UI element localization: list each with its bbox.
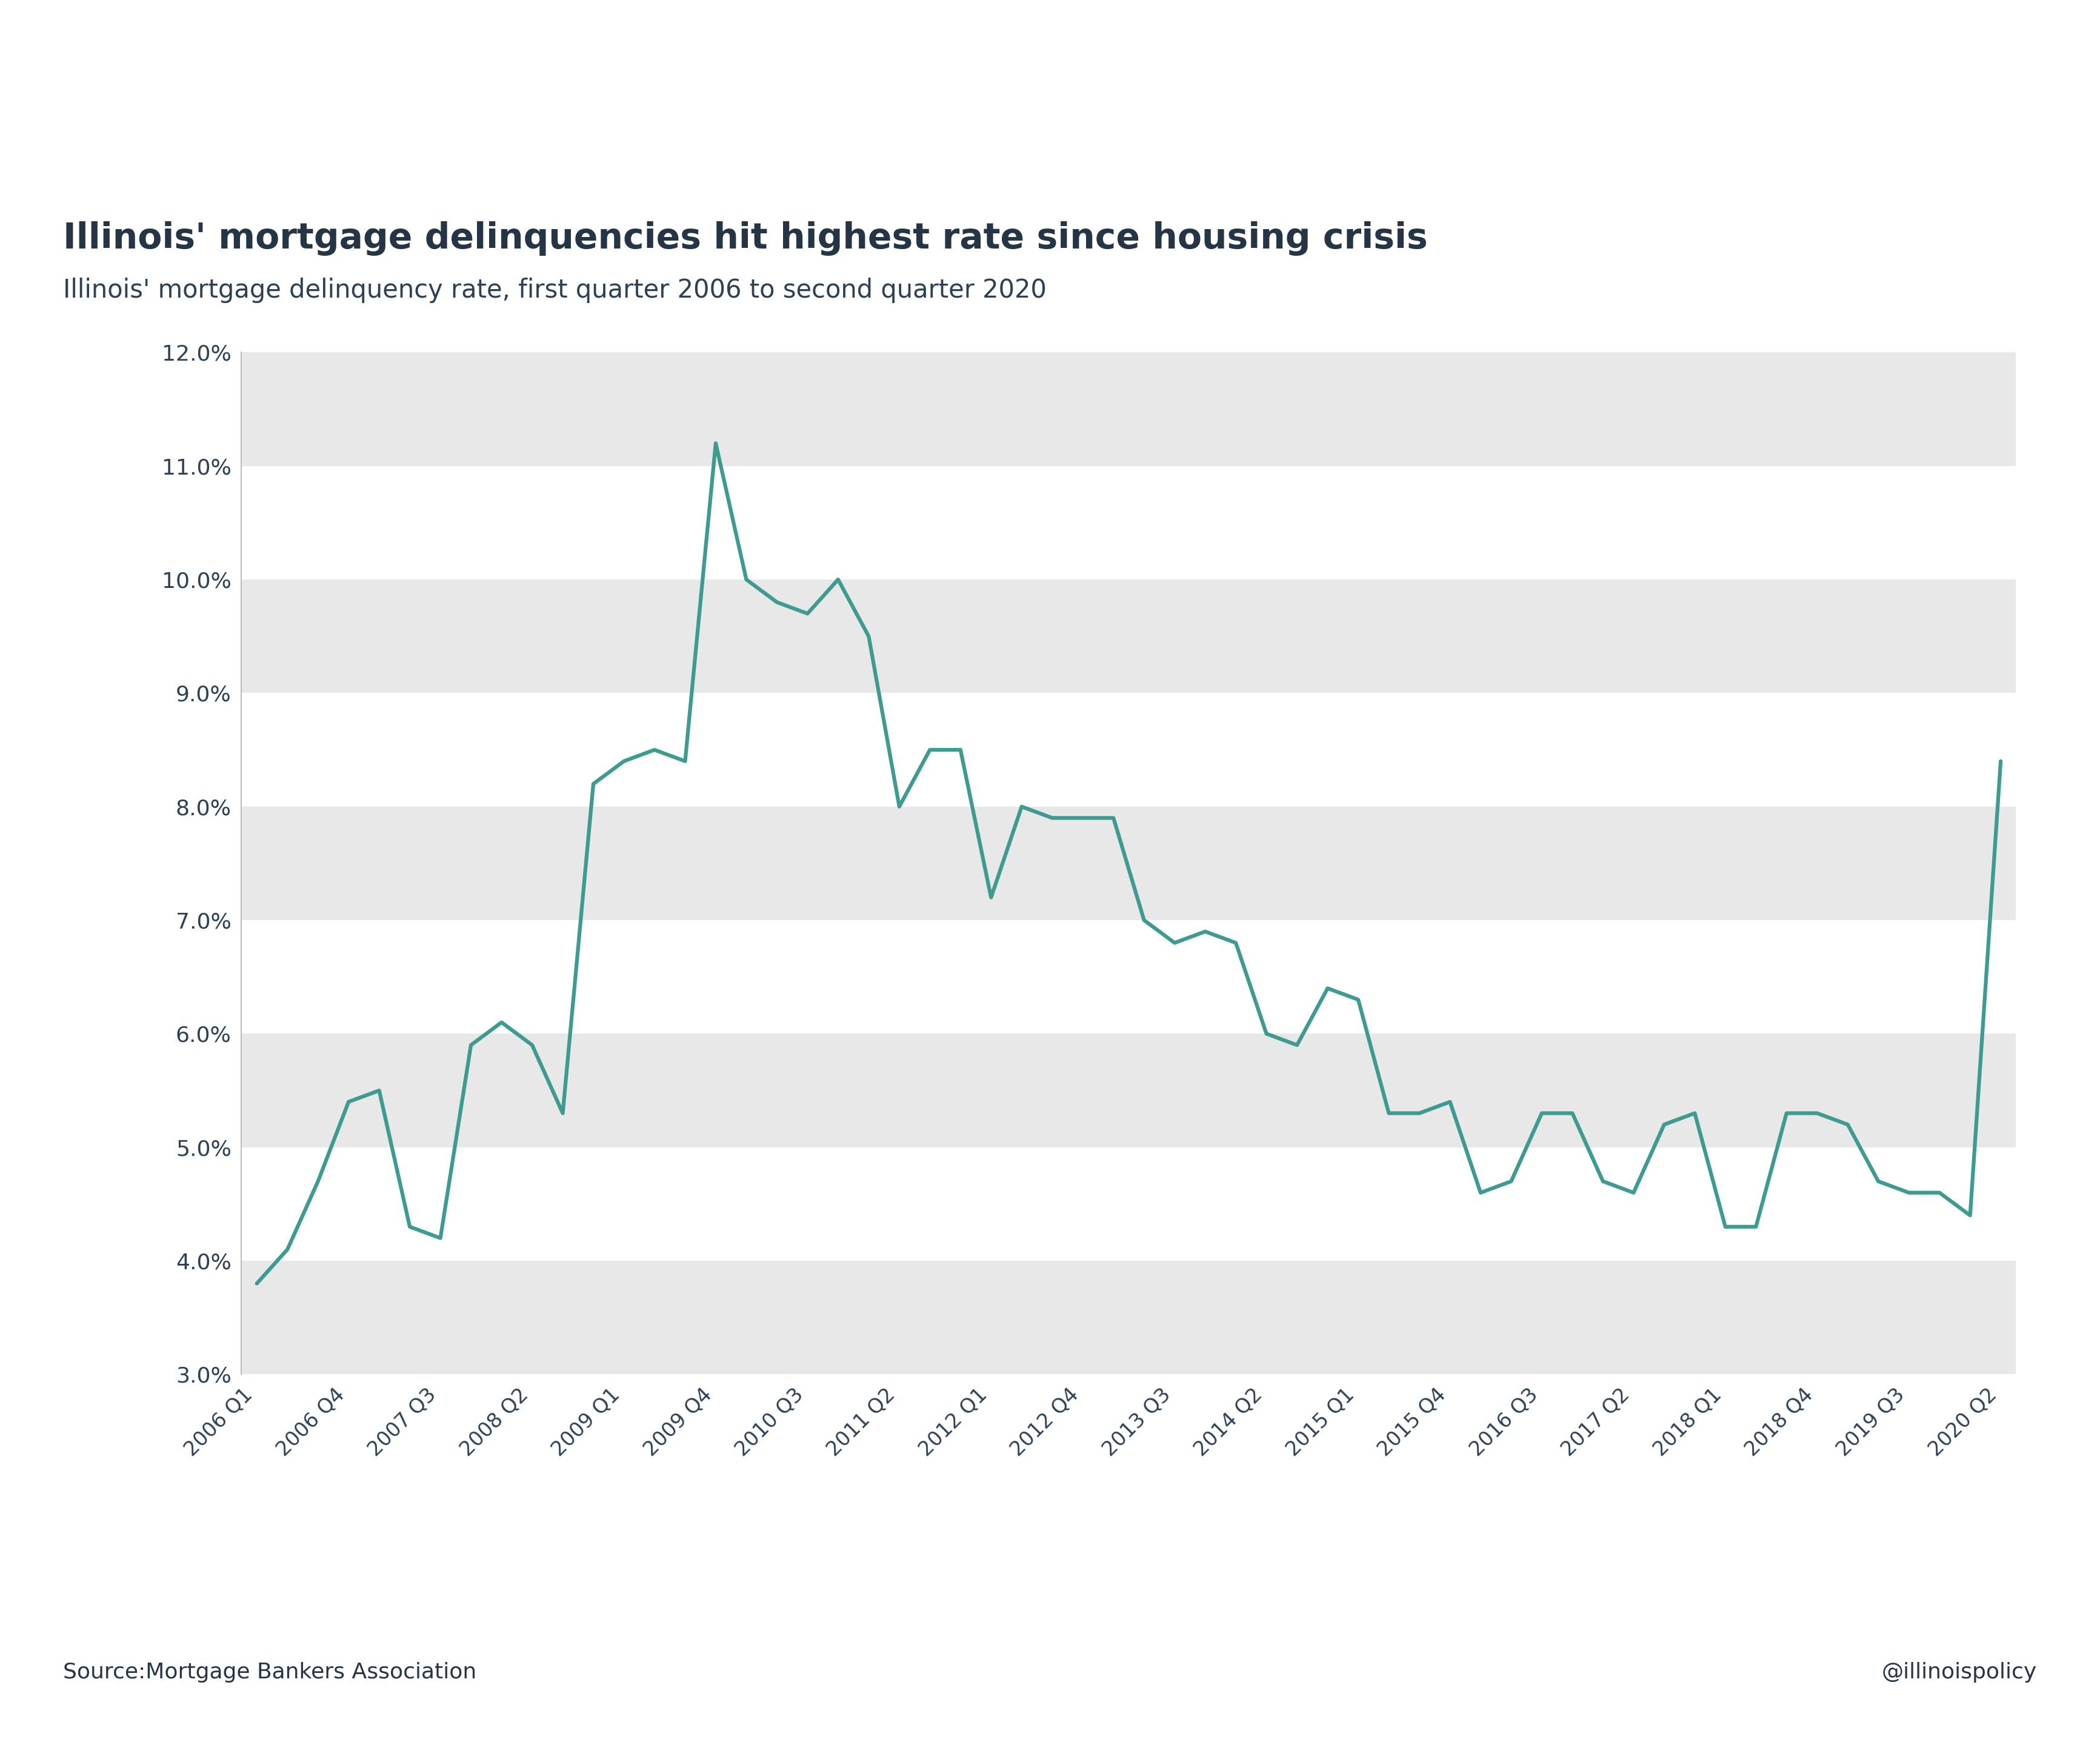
Bar [242,920,2016,1034]
Bar [242,580,2016,692]
Text: Illinois' mortgage delinquencies hit highest rate since housing crisis: Illinois' mortgage delinquencies hit hig… [63,220,1428,255]
Bar [242,1147,2016,1262]
Text: Source:Mortgage Bankers Association: Source:Mortgage Bankers Association [63,1662,477,1683]
Bar [242,1262,2016,1374]
Bar [242,807,2016,920]
Bar [242,465,2016,580]
Bar [242,692,2016,807]
Bar [242,1034,2016,1147]
Bar [242,352,2016,465]
Text: Illinois' mortgage delinquency rate, first quarter 2006 to second quarter 2020: Illinois' mortgage delinquency rate, fir… [63,278,1046,303]
Text: @illinoispolicy: @illinoispolicy [1882,1662,2037,1683]
